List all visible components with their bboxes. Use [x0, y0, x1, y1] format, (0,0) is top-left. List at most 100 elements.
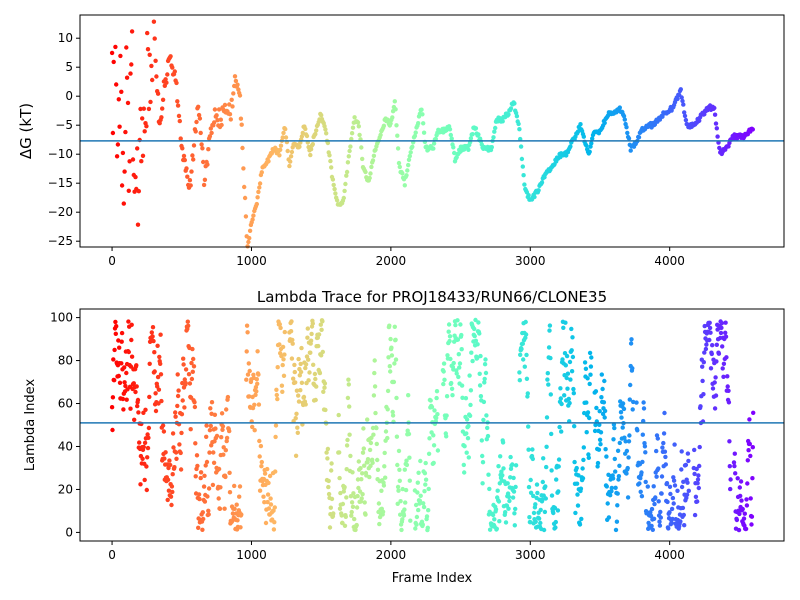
dg-x-tick-label: 0 — [108, 254, 116, 268]
lambda-point — [277, 342, 282, 347]
lambda-point — [355, 493, 360, 499]
dg-point — [160, 106, 165, 111]
lambda-point — [526, 447, 531, 452]
lambda-point — [202, 499, 208, 504]
dg-point — [679, 95, 684, 100]
dg-point — [283, 126, 288, 132]
dg-point — [300, 130, 305, 136]
lambda-point — [701, 392, 706, 397]
lambda-point — [606, 515, 612, 520]
lambda-point — [145, 445, 151, 451]
dg-point — [118, 53, 123, 59]
lambda-point — [549, 468, 554, 473]
dg-x-tick-label: 4000 — [654, 254, 685, 268]
lambda-point — [400, 517, 405, 522]
lambda-point — [638, 476, 643, 481]
lambda-point — [329, 468, 334, 473]
lambda-point — [310, 321, 315, 326]
dg-point — [568, 144, 573, 149]
lambda-point — [728, 477, 733, 482]
lambda-point — [238, 525, 243, 530]
lambda-point — [326, 478, 331, 484]
dg-point — [145, 30, 150, 36]
lambda-point — [196, 525, 201, 530]
lambda-point — [192, 404, 198, 410]
dg-point — [369, 164, 374, 170]
lambda-point — [435, 448, 441, 453]
dg-point — [405, 168, 410, 173]
dg-point — [184, 166, 189, 171]
lambda-point — [281, 357, 286, 362]
lambda-point — [528, 490, 534, 495]
lambda-point — [420, 522, 425, 527]
lambda-point — [359, 496, 364, 501]
lambda-point — [624, 471, 629, 476]
lambda-point — [145, 432, 150, 437]
dg-point — [371, 153, 377, 158]
lambda-point — [344, 467, 349, 472]
dg-point — [492, 129, 497, 134]
lambda-point — [144, 487, 149, 493]
lambda-point — [290, 337, 295, 343]
dg-point — [675, 96, 680, 102]
lambda-point — [313, 376, 318, 382]
lambda-point — [293, 380, 298, 385]
lambda-point — [475, 355, 480, 361]
lambda-point — [714, 342, 719, 347]
lambda-point — [160, 423, 166, 428]
dg-point — [227, 102, 232, 107]
lambda-point — [523, 332, 529, 337]
dg-point — [228, 117, 233, 122]
lambda-point — [372, 370, 377, 376]
lambda-point — [407, 478, 412, 483]
lambda-point — [426, 508, 431, 513]
lambda-point — [319, 327, 324, 332]
lambda-point — [692, 471, 697, 477]
lambda-y-tick-label: 20 — [58, 482, 73, 496]
lambda-point — [205, 494, 210, 499]
lambda-point — [542, 509, 548, 515]
dg-y-tick-label: −20 — [48, 205, 73, 219]
lambda-point — [392, 324, 397, 329]
lambda-point — [581, 457, 586, 463]
dg-point — [125, 100, 131, 106]
lambda-x-tick-label: 2000 — [376, 548, 407, 562]
dg-point — [451, 145, 456, 150]
dg-point — [119, 89, 124, 95]
dg-point — [190, 153, 195, 158]
lambda-point — [268, 502, 274, 507]
lambda-point — [457, 365, 462, 370]
lambda-point — [643, 450, 648, 455]
lambda-point — [336, 412, 341, 418]
lambda-point — [331, 511, 336, 516]
lambda-point — [129, 354, 135, 359]
lambda-point — [119, 330, 125, 336]
dg-point — [323, 127, 328, 132]
lambda-point — [749, 522, 754, 527]
lambda-point — [385, 435, 390, 441]
lambda-point — [456, 352, 461, 357]
lambda-point — [564, 353, 570, 359]
dg-point — [115, 142, 121, 147]
lambda-point — [482, 376, 487, 382]
dg-point — [308, 147, 314, 152]
lambda-point — [392, 361, 397, 366]
dg-point — [194, 119, 199, 125]
lambda-point — [559, 429, 564, 434]
lambda-point — [275, 396, 280, 402]
dg-point — [242, 184, 247, 190]
lambda-point — [479, 438, 484, 443]
lambda-point — [513, 506, 518, 512]
lambda-point — [602, 408, 608, 414]
lambda-point — [262, 471, 268, 476]
lambda-point — [613, 485, 618, 490]
lambda-point — [280, 362, 285, 368]
lambda-point — [642, 444, 648, 449]
lambda-point — [431, 460, 436, 466]
lambda-point — [132, 417, 137, 422]
lambda-point — [385, 388, 391, 394]
dg-point — [187, 178, 193, 183]
dg-point — [313, 131, 318, 137]
lambda-point — [329, 461, 334, 466]
lambda-point — [713, 393, 719, 398]
